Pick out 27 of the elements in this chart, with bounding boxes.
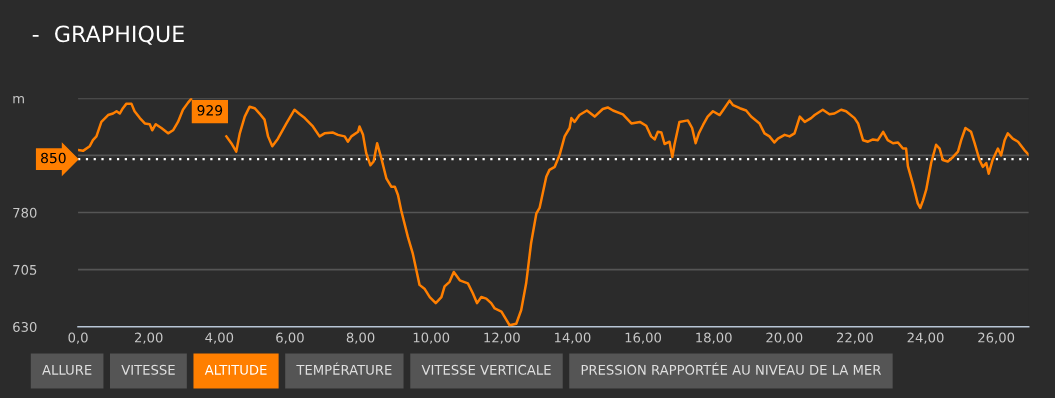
y-tick-label: m — [13, 95, 24, 104]
x-tick-label: 24,00 — [907, 332, 944, 344]
y-tick-label: 705 — [13, 264, 37, 275]
x-tick-label: 22,00 — [836, 332, 873, 344]
text: ALLURE — [42, 365, 92, 375]
x-tick-label: 10,00 — [413, 332, 450, 344]
x-tick-label: 12,00 — [484, 332, 520, 344]
annotation: 929 — [197, 105, 223, 116]
y-tick-label: 630 — [13, 321, 37, 332]
x-tick-label: 2,00 — [134, 332, 163, 344]
y-tick-label: 780 — [13, 207, 37, 218]
x-tick-label: 18,00 — [696, 332, 732, 344]
text: VITESSE — [121, 364, 175, 375]
x-tick-label: 20,00 — [766, 332, 803, 344]
x-tick-label: 8,00 — [346, 332, 375, 344]
chart-title: - GRAPHIQUE — [32, 25, 184, 45]
text: TEMPÉRATURE — [296, 362, 392, 375]
x-tick-label: 16,00 — [625, 332, 662, 344]
x-tick-label: 6,00 — [276, 332, 304, 344]
text: VITESSE VERTICALE — [421, 364, 551, 375]
text: ALTITUDE — [204, 365, 267, 375]
x-tick-label: 26,00 — [978, 332, 1015, 344]
x-tick-label: 0,0 — [68, 332, 88, 344]
text: PRESSION RAPPORTÉE AU NIVEAU DE LA MER — [581, 362, 882, 375]
ref-line-label: 850 — [41, 152, 66, 164]
x-tick-label: 4,00 — [205, 332, 234, 344]
x-tick-label: 14,00 — [554, 332, 591, 344]
